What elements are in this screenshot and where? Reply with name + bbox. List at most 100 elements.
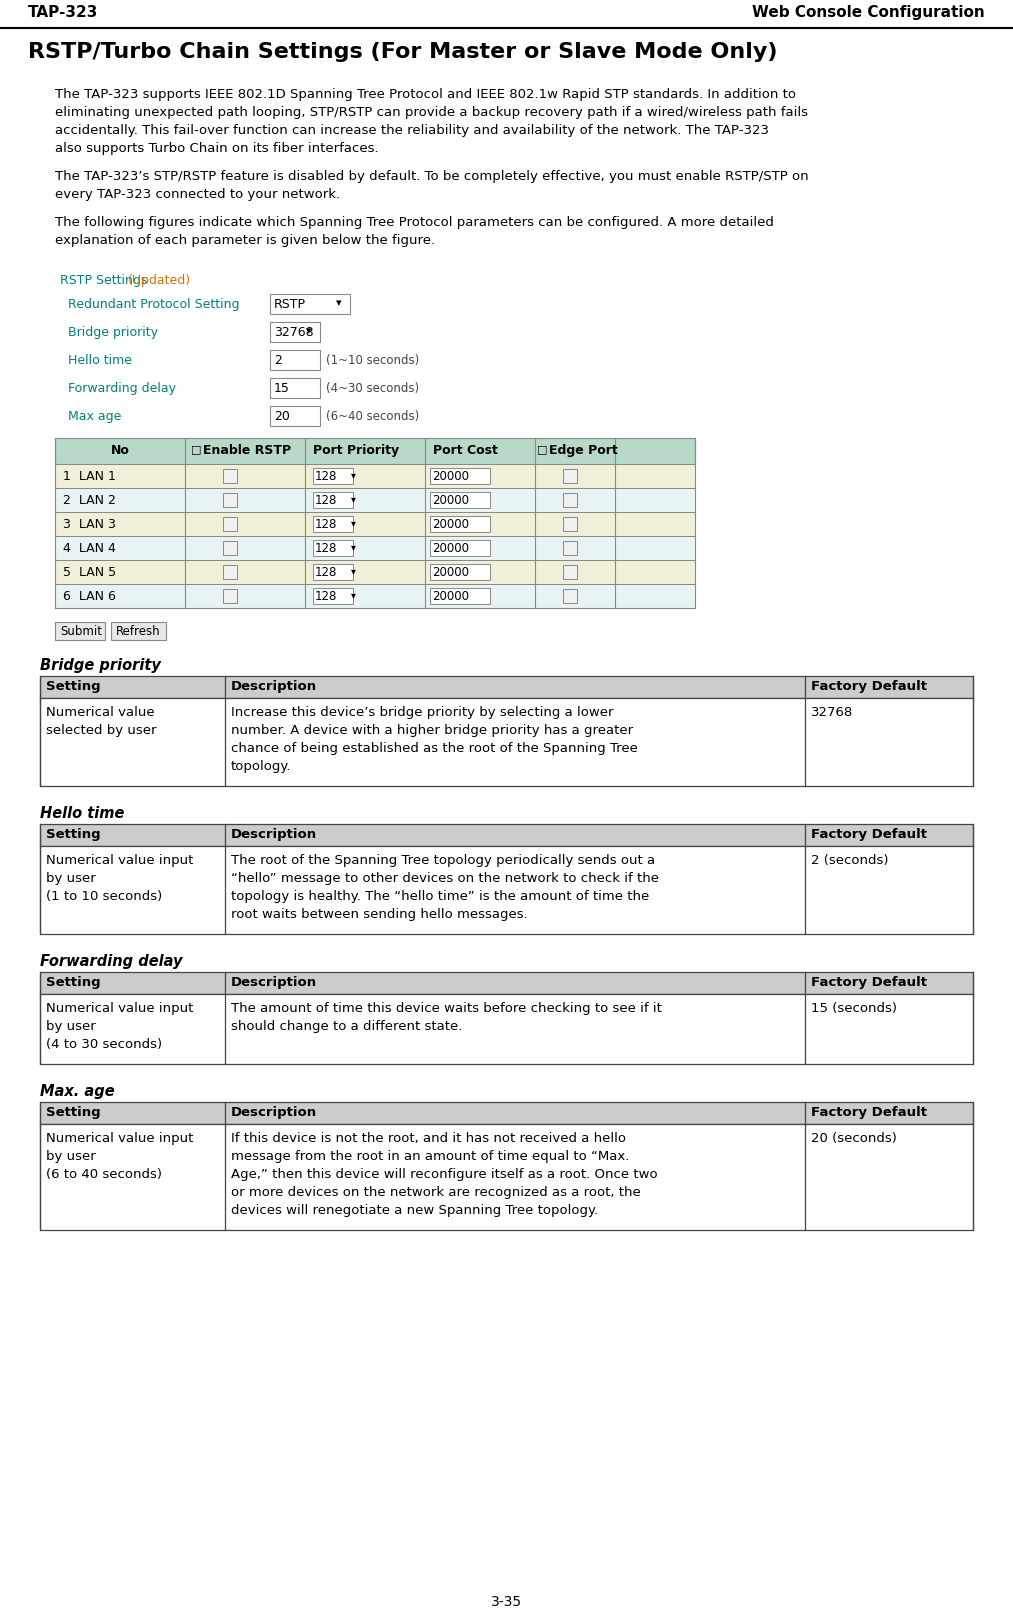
- Bar: [55, 621, 105, 641]
- Text: 15: 15: [274, 382, 290, 395]
- Text: Redundant Protocol Setting: Redundant Protocol Setting: [68, 298, 239, 311]
- Text: chance of being established as the root of the Spanning Tree: chance of being established as the root …: [231, 743, 638, 756]
- Text: root waits between sending hello messages.: root waits between sending hello message…: [231, 908, 528, 921]
- Text: ▾: ▾: [350, 542, 356, 552]
- Text: Submit: Submit: [60, 625, 102, 637]
- Bar: [430, 492, 490, 508]
- Text: Factory Default: Factory Default: [811, 680, 927, 693]
- Bar: [563, 493, 577, 506]
- Text: Forwarding delay: Forwarding delay: [68, 382, 176, 395]
- Bar: [0, 0, 1013, 28]
- Text: 128: 128: [315, 566, 337, 579]
- Text: 128: 128: [315, 542, 337, 555]
- Text: or more devices on the network are recognized as a root, the: or more devices on the network are recog…: [231, 1186, 641, 1199]
- Bar: [223, 469, 237, 484]
- Bar: [55, 560, 695, 584]
- Text: □: □: [191, 443, 202, 455]
- Text: Description: Description: [231, 976, 317, 989]
- Text: eliminating unexpected path looping, STP/RSTP can provide a backup recovery path: eliminating unexpected path looping, STP…: [55, 107, 808, 120]
- Text: RSTP: RSTP: [274, 298, 306, 311]
- Text: number. A device with a higher bridge priority has a greater: number. A device with a higher bridge pr…: [231, 723, 633, 738]
- Text: Description: Description: [231, 828, 317, 841]
- Text: 15 (seconds): 15 (seconds): [811, 1002, 897, 1014]
- Text: accidentally. This fail-over function can increase the reliability and availabil: accidentally. This fail-over function ca…: [55, 125, 769, 138]
- Bar: [40, 1125, 973, 1230]
- Text: by user: by user: [46, 1019, 96, 1032]
- Text: explanation of each parameter is given below the figure.: explanation of each parameter is given b…: [55, 235, 436, 248]
- Text: Max. age: Max. age: [40, 1084, 114, 1099]
- Text: (6~40 seconds): (6~40 seconds): [326, 409, 419, 422]
- Bar: [270, 379, 320, 398]
- Text: The amount of time this device waits before checking to see if it: The amount of time this device waits bef…: [231, 1002, 661, 1014]
- Text: Factory Default: Factory Default: [811, 1107, 927, 1120]
- Text: 32768: 32768: [811, 705, 853, 718]
- Bar: [313, 516, 353, 532]
- Bar: [563, 518, 577, 531]
- Text: Bridge priority: Bridge priority: [40, 659, 161, 673]
- Bar: [40, 1102, 973, 1125]
- Bar: [430, 540, 490, 557]
- Text: RSTP Settings: RSTP Settings: [60, 273, 151, 286]
- Text: 128: 128: [315, 518, 337, 531]
- Text: devices will renegotiate a new Spanning Tree topology.: devices will renegotiate a new Spanning …: [231, 1204, 598, 1217]
- Bar: [313, 587, 353, 604]
- Text: “hello” message to other devices on the network to check if the: “hello” message to other devices on the …: [231, 872, 659, 885]
- Text: 3-35: 3-35: [490, 1595, 522, 1608]
- Text: Hello time: Hello time: [68, 354, 132, 367]
- Text: 20000: 20000: [432, 566, 469, 579]
- Bar: [40, 676, 973, 697]
- Text: 3  LAN 3: 3 LAN 3: [63, 518, 115, 531]
- Bar: [270, 322, 320, 341]
- Text: 20000: 20000: [432, 518, 469, 531]
- Text: Setting: Setting: [46, 976, 100, 989]
- Text: Edge Port: Edge Port: [549, 443, 618, 456]
- Text: Numerical value input: Numerical value input: [46, 1133, 193, 1146]
- Text: The TAP-323 supports IEEE 802.1D Spanning Tree Protocol and IEEE 802.1w Rapid ST: The TAP-323 supports IEEE 802.1D Spannin…: [55, 87, 796, 100]
- Bar: [55, 584, 695, 608]
- Text: (1~10 seconds): (1~10 seconds): [326, 354, 419, 367]
- Text: Description: Description: [231, 680, 317, 693]
- Text: Max age: Max age: [68, 409, 122, 422]
- Text: ▾: ▾: [350, 469, 356, 481]
- Bar: [55, 464, 695, 489]
- Bar: [430, 587, 490, 604]
- Text: Numerical value: Numerical value: [46, 705, 155, 718]
- Bar: [40, 972, 973, 993]
- Bar: [313, 565, 353, 579]
- Text: 20: 20: [274, 409, 290, 422]
- Text: 6  LAN 6: 6 LAN 6: [63, 591, 115, 604]
- Text: ▾: ▾: [350, 518, 356, 527]
- Bar: [55, 438, 695, 464]
- Text: The root of the Spanning Tree topology periodically sends out a: The root of the Spanning Tree topology p…: [231, 854, 655, 867]
- Text: by user: by user: [46, 872, 96, 885]
- Text: Increase this device’s bridge priority by selecting a lower: Increase this device’s bridge priority b…: [231, 705, 614, 718]
- Text: should change to a different state.: should change to a different state.: [231, 1019, 462, 1032]
- Text: 20000: 20000: [432, 469, 469, 484]
- Text: ▾: ▾: [306, 325, 312, 337]
- Bar: [313, 468, 353, 484]
- Text: Enable RSTP: Enable RSTP: [203, 443, 291, 456]
- Text: Setting: Setting: [46, 828, 100, 841]
- Bar: [563, 565, 577, 579]
- Text: (6 to 40 seconds): (6 to 40 seconds): [46, 1168, 162, 1181]
- Bar: [223, 518, 237, 531]
- Text: also supports Turbo Chain on its fiber interfaces.: also supports Turbo Chain on its fiber i…: [55, 142, 379, 155]
- Text: Forwarding delay: Forwarding delay: [40, 955, 182, 969]
- Bar: [111, 621, 166, 641]
- Text: every TAP-323 connected to your network.: every TAP-323 connected to your network.: [55, 188, 340, 201]
- Bar: [430, 468, 490, 484]
- Bar: [55, 511, 695, 536]
- Text: Setting: Setting: [46, 1107, 100, 1120]
- Bar: [313, 492, 353, 508]
- Text: message from the root in an amount of time equal to “Max.: message from the root in an amount of ti…: [231, 1150, 629, 1163]
- Text: Web Console Configuration: Web Console Configuration: [753, 5, 985, 19]
- Text: 5  LAN 5: 5 LAN 5: [63, 566, 116, 579]
- Text: 128: 128: [315, 469, 337, 484]
- Text: (1 to 10 seconds): (1 to 10 seconds): [46, 890, 162, 903]
- Text: Setting: Setting: [46, 680, 100, 693]
- Text: 2 (seconds): 2 (seconds): [811, 854, 888, 867]
- Text: (Updated): (Updated): [128, 273, 191, 286]
- Bar: [313, 540, 353, 557]
- Text: 1  LAN 1: 1 LAN 1: [63, 469, 115, 484]
- Bar: [223, 540, 237, 555]
